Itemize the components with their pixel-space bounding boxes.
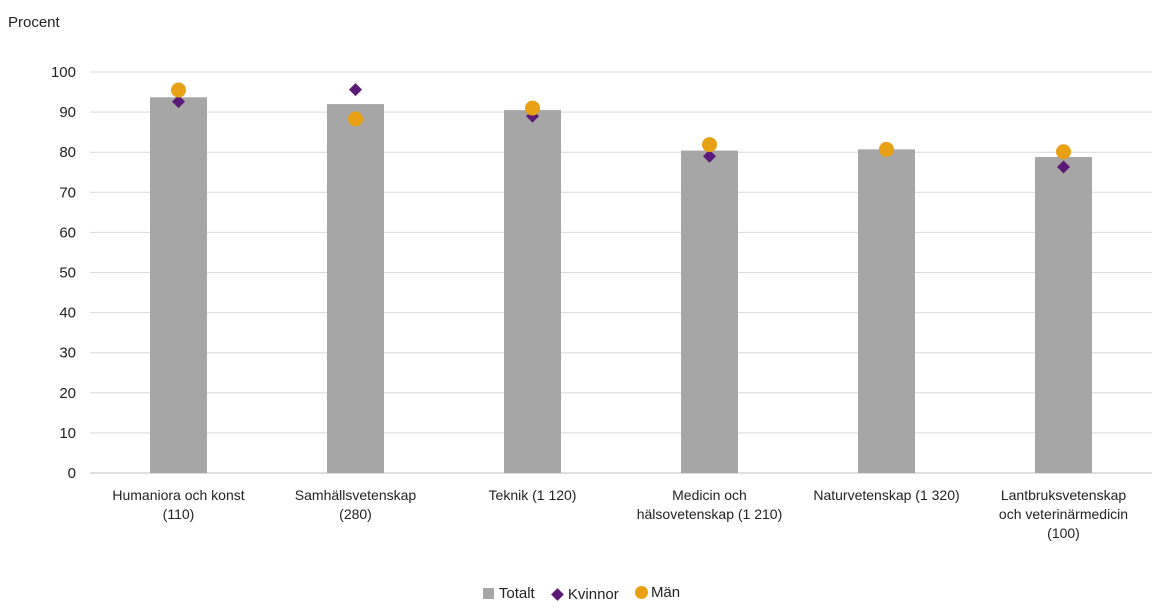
x-tick-label-line: Lantbruksvetenskap (1000, 487, 1127, 503)
marker-man (525, 100, 540, 116)
marker-man (879, 141, 894, 157)
marker-man (702, 137, 717, 153)
y-tick-label: 10 (59, 425, 76, 442)
y-tick-label: 50 (59, 265, 76, 282)
bars (150, 97, 1092, 473)
y-tick-label: 30 (59, 345, 76, 362)
marker-kvinnor (349, 83, 362, 97)
marker-kvinnor (703, 149, 716, 163)
x-tick-label: Teknik (1 120) (448, 486, 618, 505)
x-tick-label-line: Medicin och (672, 487, 747, 503)
x-tick-label-line: Naturvetenskap (1 320) (813, 487, 960, 503)
gridlines (90, 71, 1152, 474)
legend-item-totalt: Totalt (482, 585, 535, 602)
y-tick-label: 0 (68, 465, 76, 482)
legend: Totalt Kvinnor Män (0, 584, 1163, 603)
marker-kvinnor (172, 95, 185, 109)
bar-totalt (1035, 157, 1092, 473)
bar-totalt (681, 150, 738, 473)
y-tick-label: 60 (59, 224, 76, 241)
x-tick-label-line: och veterinärmedicin (998, 506, 1129, 522)
y-tick-label: 100 (51, 64, 76, 81)
y-tick-label: 90 (59, 104, 76, 121)
x-tick-label: Naturvetenskap (1 320) (802, 486, 972, 505)
legend-swatch-circle (634, 586, 648, 599)
y-tick-label: 80 (59, 144, 76, 161)
markers (171, 82, 1071, 174)
x-tick-label-line: hälsovetenskap (1 210) (636, 506, 783, 522)
bar-totalt (504, 110, 561, 473)
y-axis-ticks: 0 10 20 30 40 50 60 70 80 90 100 (51, 64, 76, 482)
x-tick-label-line: Teknik (1 120) (488, 487, 577, 503)
bar-totalt (858, 149, 915, 473)
y-axis-label: Procent (8, 14, 60, 31)
y-tick-label: 20 (59, 385, 76, 402)
legend-item-man: Män (634, 584, 681, 601)
bar-totalt (327, 104, 384, 473)
legend-label-man: Män (650, 584, 681, 601)
x-tick-label: Humaniora och konst (110) (94, 486, 264, 524)
x-tick-label-line: (100) (1047, 525, 1080, 541)
x-tick-label-line: (280) (339, 506, 372, 522)
legend-item-kvinnor: Kvinnor (551, 586, 619, 603)
legend-swatch-square (482, 588, 494, 599)
legend-swatch-diamond (551, 588, 564, 601)
x-tick-label: Lantbruksvetenskap och veterinärmedicin (1… (984, 486, 1144, 543)
marker-man (348, 111, 363, 127)
y-tick-label: 70 (59, 184, 76, 201)
marker-man (1056, 144, 1071, 160)
x-tick-label-line: Humaniora och konst (112, 487, 245, 503)
x-tick-label: Samhällsvetenskap (280) (271, 486, 441, 524)
legend-label-kvinnor: Kvinnor (567, 586, 619, 603)
legend-label-totalt: Totalt (498, 585, 535, 602)
y-tick-label: 40 (59, 305, 76, 322)
x-tick-label: Medicin och hälsovetenskap (1 210) (625, 486, 795, 524)
x-tick-label-line: (110) (162, 506, 195, 522)
bar-totalt (150, 97, 207, 473)
marker-man (171, 82, 186, 98)
marker-kvinnor (1057, 160, 1070, 174)
x-tick-label-line: Samhällsvetenskap (294, 487, 417, 503)
